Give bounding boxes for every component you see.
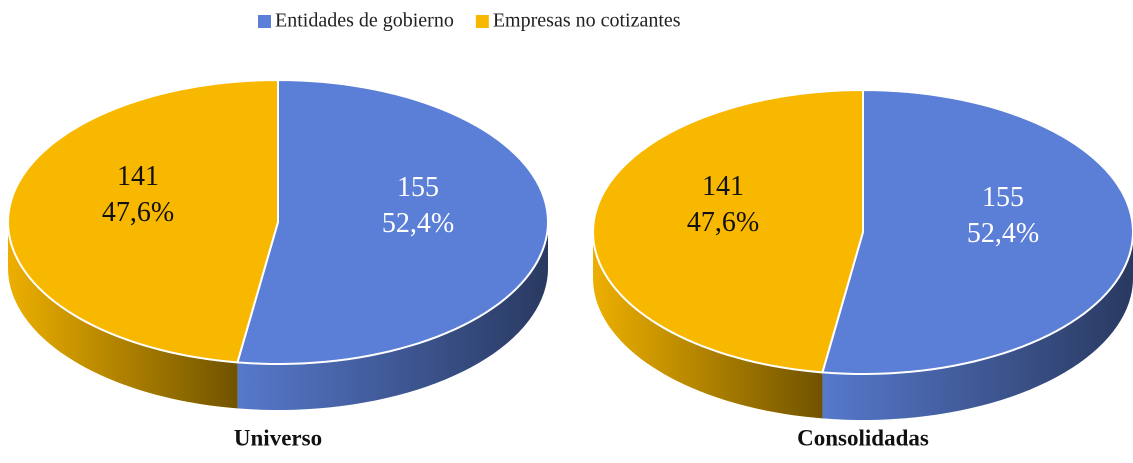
legend-swatch bbox=[475, 15, 489, 28]
slice bbox=[6, 78, 279, 364]
data-label-percent: 47,6% bbox=[102, 197, 174, 228]
legend-label: Entidades de gobierno bbox=[275, 10, 454, 32]
slice bbox=[821, 88, 1133, 375]
slice bbox=[236, 78, 549, 365]
data-label-percent: 47,6% bbox=[687, 207, 759, 238]
legend-label: Empresas no cotizantes bbox=[493, 10, 681, 32]
legend-swatch bbox=[258, 15, 271, 28]
slice bbox=[591, 88, 864, 374]
data-label-percent: 52,4% bbox=[382, 208, 454, 239]
data-label: 141 bbox=[117, 161, 159, 192]
data-label-percent: 52,4% bbox=[967, 218, 1039, 249]
data-label: 141 bbox=[702, 171, 744, 202]
chart-title: Universo bbox=[234, 425, 322, 450]
data-label: 155 bbox=[397, 172, 439, 203]
data-label: 155 bbox=[982, 182, 1024, 213]
slice-side-shade bbox=[593, 232, 823, 419]
chart-title: Consolidadas bbox=[797, 425, 929, 450]
slice-side-shade bbox=[8, 222, 238, 409]
